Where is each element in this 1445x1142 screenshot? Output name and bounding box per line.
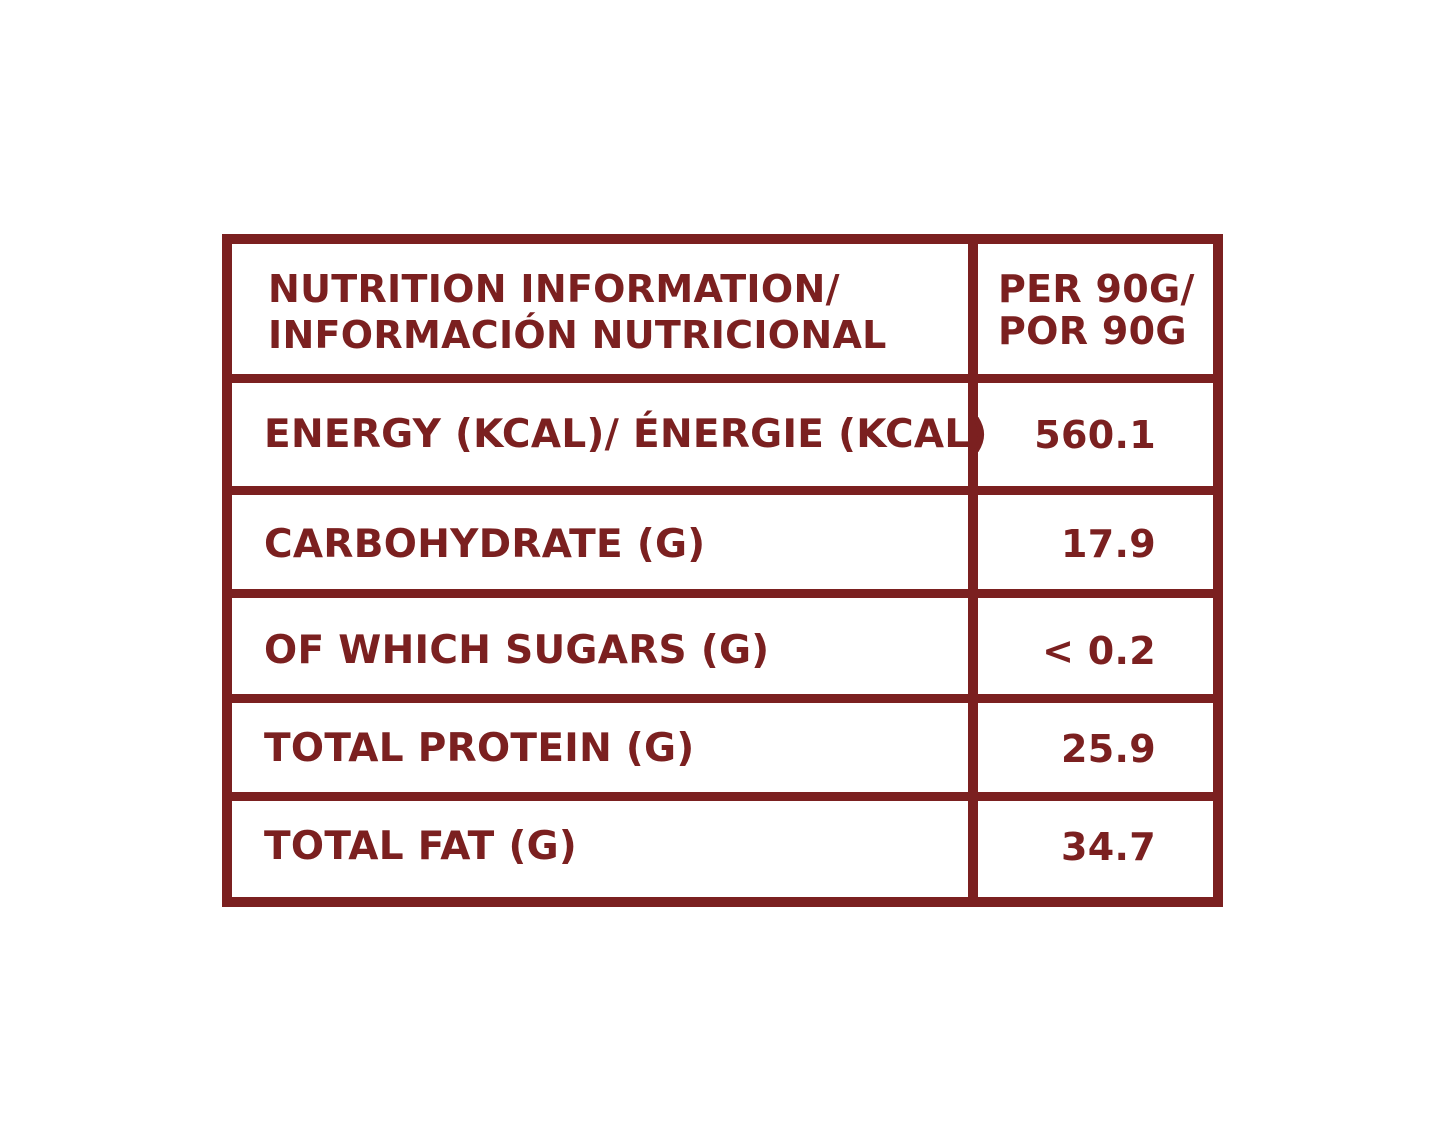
row-label-fat: TOTAL FAT (G): [264, 824, 578, 869]
row-value-carbohydrate: 17.9: [1061, 522, 1156, 566]
row-label-carbohydrate: CARBOHYDRATE (G): [264, 522, 706, 567]
header-value-line-1: PER 90G/: [998, 267, 1195, 311]
row-divider: [222, 486, 1223, 495]
row-divider: [222, 792, 1223, 801]
row-label-sugars: OF WHICH SUGARS (G): [264, 628, 770, 673]
header-label-line-1: NUTRITION INFORMATION/: [268, 267, 840, 311]
table-header-label: NUTRITION INFORMATION/ INFORMACIÓN NUTRI…: [268, 266, 887, 358]
table-header-value: PER 90G/ POR 90G: [998, 268, 1195, 352]
row-value-protein: 25.9: [1061, 727, 1156, 771]
header-value-line-2: POR 90G: [998, 309, 1187, 353]
row-value-fat: 34.7: [1061, 825, 1156, 869]
row-divider: [222, 374, 1223, 383]
row-divider: [222, 589, 1223, 598]
row-value-energy: 560.1: [1034, 413, 1156, 457]
row-label-protein: TOTAL PROTEIN (G): [264, 726, 695, 771]
row-value-sugars: < 0.2: [1042, 629, 1156, 673]
row-label-energy: ENERGY (KCAL)/ ÉNERGIE (KCAL): [264, 412, 988, 457]
row-divider: [222, 694, 1223, 703]
header-label-line-2: INFORMACIÓN NUTRICIONAL: [268, 313, 887, 357]
column-divider: [968, 234, 978, 907]
